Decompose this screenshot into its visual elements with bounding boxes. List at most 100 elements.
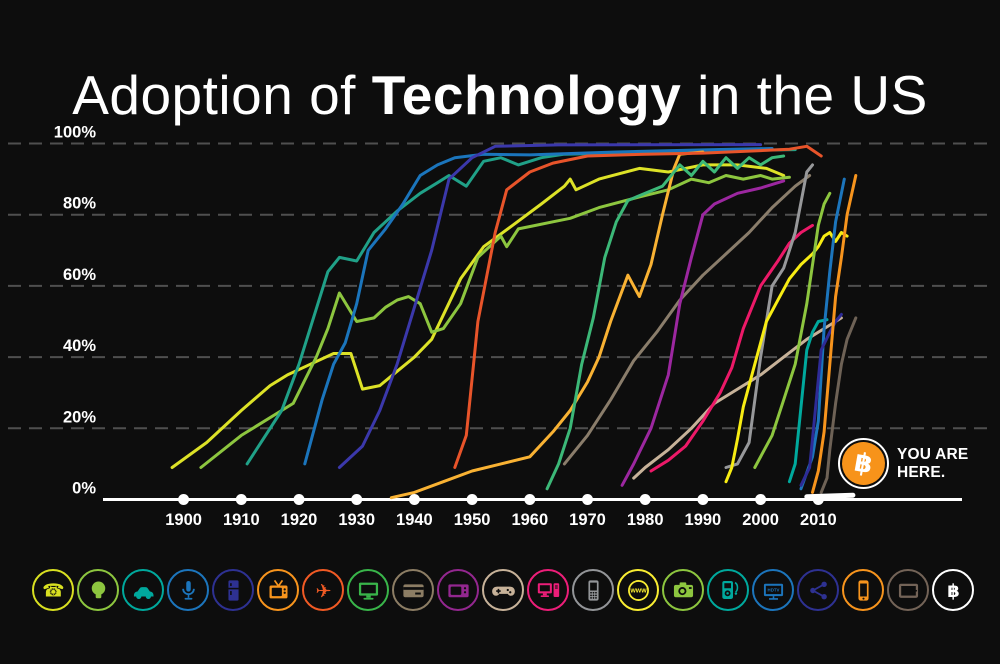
svg-text:HDTV: HDTV <box>767 587 779 592</box>
y-axis-label-60: 60% <box>63 266 96 284</box>
axis-dot-1900 <box>178 494 190 505</box>
axis-dot-1970 <box>582 494 593 505</box>
tablet-icon-glyph <box>898 583 918 598</box>
mp3-player-icon-glyph <box>721 580 738 599</box>
smartphone-icon-glyph <box>857 579 869 601</box>
y-axis-label-0: 0% <box>72 480 96 498</box>
tv-icon <box>257 569 299 611</box>
desktop-computer-icon <box>527 569 569 611</box>
y-axis-label-100: 100% <box>54 124 97 142</box>
line-smartphone <box>811 174 858 494</box>
line-automobile <box>199 174 791 469</box>
bitcoin-icon: ฿ <box>932 569 974 611</box>
line-color-tv <box>545 154 786 491</box>
color-tv-icon-glyph <box>358 582 378 600</box>
airplane-icon: ✈ <box>302 569 344 611</box>
share-social-icon-glyph <box>809 581 827 599</box>
line-air-travel <box>389 150 705 500</box>
you-are-here-line1: YOU ARE <box>897 445 969 463</box>
line-television <box>453 144 823 469</box>
line-internet <box>724 231 849 484</box>
line-credit-card <box>562 174 812 466</box>
credit-card-icon <box>392 569 434 611</box>
cell-phone-icon-glyph <box>587 579 599 601</box>
line-tablet <box>819 316 858 494</box>
smartphone-icon <box>842 569 884 611</box>
hdtv-icon: HDTV <box>752 569 794 611</box>
x-axis-label-1930: 1930 <box>338 511 375 529</box>
microwave-icon-glyph <box>447 583 469 597</box>
line-mp3-player <box>787 318 829 484</box>
x-axis-label-2010: 2010 <box>800 511 837 529</box>
axis-dot-1980 <box>639 494 651 505</box>
telephone-icon: ☎ <box>32 569 74 611</box>
axis-tick-dots <box>178 494 824 505</box>
digital-camera-icon-glyph <box>673 581 693 597</box>
gamepad-icon-glyph <box>491 586 515 596</box>
svg-text:www: www <box>629 587 647 594</box>
x-axis-label-1990: 1990 <box>685 511 722 529</box>
refrigerator-icon-glyph <box>227 579 239 601</box>
color-tv-icon <box>347 569 389 611</box>
svg-text:☎: ☎ <box>42 580 64 601</box>
bitcoin-badge-icon: ฿ <box>838 438 889 489</box>
svg-text:฿: ฿ <box>947 580 960 601</box>
you-are-here-label: YOU ARE HERE. <box>897 446 968 482</box>
www-internet-icon: www <box>617 569 659 611</box>
line-digital-camera <box>753 191 832 469</box>
line-electricity <box>245 148 797 466</box>
svg-text:✈: ✈ <box>315 579 331 602</box>
digital-camera-icon <box>662 569 704 611</box>
axis-dot-1920 <box>293 494 305 505</box>
lightbulb-icon <box>77 569 119 611</box>
lightbulb-icon-glyph <box>91 581 105 598</box>
technology-icon-legend: ☎ ✈ www HDTV ฿ <box>32 569 974 611</box>
line-social-media <box>799 312 843 487</box>
title-emphasis: Technology <box>371 63 682 126</box>
bitcoin-badge-ring: ฿ <box>838 438 889 489</box>
y-axis-labels: 0% 20% 40% 60% 80% 100% <box>54 124 97 498</box>
car-icon-glyph <box>133 586 154 599</box>
x-axis-labels: 1900 1910 1920 1930 1940 1950 1960 1970 1980 1990… <box>165 511 836 529</box>
x-axis-label-1920: 1920 <box>281 511 318 529</box>
axis-dot-1990 <box>697 494 709 505</box>
axis-dot-1940 <box>408 494 420 505</box>
x-axis-label-1980: 1980 <box>627 511 664 529</box>
credit-card-icon-glyph <box>402 583 424 597</box>
refrigerator-icon <box>212 569 254 611</box>
x-axis-label-1950: 1950 <box>454 511 491 529</box>
page-title: Adoption of Technology in the US <box>0 63 1000 127</box>
airplane-icon-glyph: ✈ <box>315 579 331 602</box>
x-axis-label-1960: 1960 <box>511 511 548 529</box>
series-lines <box>170 143 858 500</box>
y-axis-label-20: 20% <box>63 408 96 426</box>
microphone-icon <box>167 569 209 611</box>
line-refrigerator <box>337 143 763 469</box>
gamepad-icon <box>482 569 524 611</box>
x-axis-label-1900: 1900 <box>165 511 202 529</box>
desktop-computer-icon-glyph <box>537 582 559 597</box>
line-computer <box>649 223 814 473</box>
gridlines <box>8 142 993 430</box>
title-prefix: Adoption of <box>72 63 372 126</box>
axis-dot-1960 <box>524 494 536 505</box>
line-cell-phone <box>724 163 814 469</box>
x-axis-label-1970: 1970 <box>569 511 606 529</box>
bitcoin-icon-glyph: ฿ <box>947 580 960 601</box>
title-suffix: in the US <box>681 63 928 126</box>
axis-dot-1910 <box>235 494 247 505</box>
mp3-player-icon <box>707 569 749 611</box>
x-axis-label-1910: 1910 <box>223 511 260 529</box>
microwave-icon <box>437 569 479 611</box>
tv-icon-glyph <box>269 579 287 598</box>
line-radio <box>303 147 774 466</box>
share-social-icon <box>797 569 839 611</box>
you-are-here-line2: HERE. <box>897 463 946 481</box>
www-internet-icon-glyph: www <box>627 579 649 601</box>
line-microwave <box>620 179 786 487</box>
line-hdtv <box>799 177 846 491</box>
microphone-icon-glyph <box>181 580 195 600</box>
axis-dot-2000 <box>755 494 767 505</box>
axis-dot-1930 <box>351 494 363 505</box>
